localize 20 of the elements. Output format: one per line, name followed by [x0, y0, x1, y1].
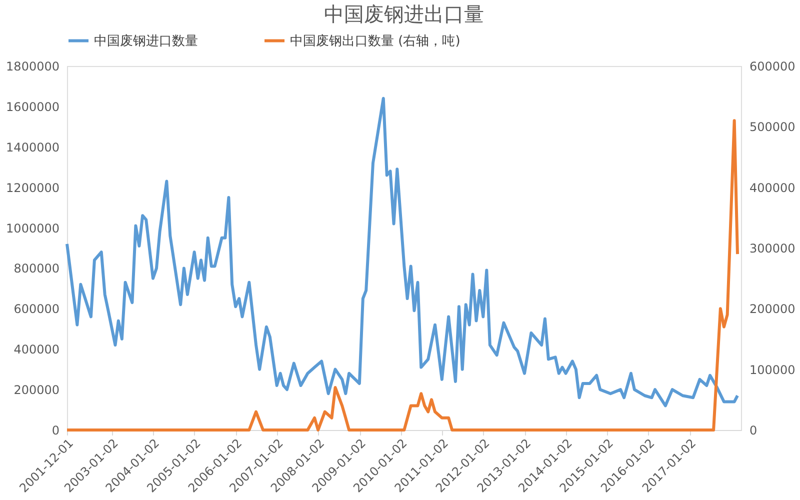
y2-tick-label: 500000 [750, 120, 796, 134]
y2-tick-label: 400000 [750, 180, 796, 195]
y-tick-label: 400000 [14, 342, 60, 357]
y2-tick-label: 100000 [750, 362, 796, 377]
y-tick-label: 1200000 [6, 180, 60, 195]
y-tick-label: 1000000 [6, 221, 60, 236]
y-tick-label: 800000 [14, 262, 60, 276]
y-tick-label: 1600000 [6, 100, 60, 114]
y-tick-label: 200000 [14, 383, 60, 398]
legend-label: 中国废钢出口数量 (右轴，吨) [290, 34, 460, 49]
y2-tick-label: 300000 [750, 242, 796, 256]
y2-tick-label: 600000 [750, 60, 796, 74]
y-tick-label: 0 [52, 424, 60, 438]
legend-label: 中国废钢进口数量 [94, 34, 198, 49]
y2-tick-label: 200000 [750, 302, 796, 316]
chart-title: 中国废钢进出口量 [324, 2, 484, 26]
y-tick-label: 600000 [14, 302, 60, 316]
y-tick-label: 1400000 [6, 140, 60, 154]
y-tick-label: 1800000 [6, 60, 60, 74]
y2-tick-label: 0 [750, 424, 758, 438]
